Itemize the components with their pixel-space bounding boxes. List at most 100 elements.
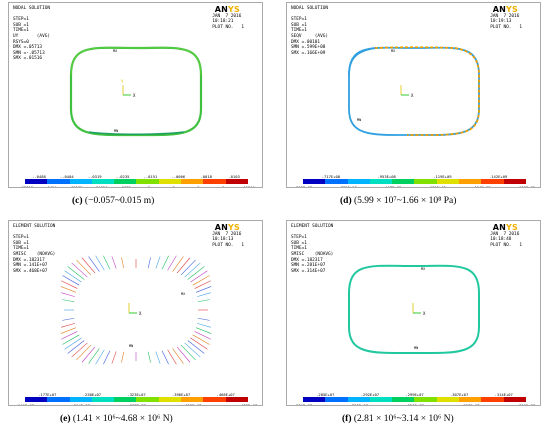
- contour-legend-bar: [25, 179, 248, 184]
- legend-tick-label: .177E+07: [38, 392, 57, 397]
- legend-swatch: [414, 179, 437, 184]
- force-vector-line: [121, 257, 125, 269]
- legend-tick-label: .166E+09: [516, 185, 536, 188]
- force-vector-line: [60, 327, 76, 334]
- tunnel-lining-shape: MX MN X: [348, 46, 480, 136]
- force-vector-line: [76, 344, 92, 361]
- svg-text:MX: MX: [391, 49, 396, 53]
- legend-swatch: [25, 397, 48, 402]
- legend-tick-label: -.0151: [143, 174, 158, 179]
- svg-text:MN: MN: [129, 344, 133, 348]
- legend-tick-label: .303E+07: [461, 403, 480, 406]
- force-vector-line: [192, 334, 210, 345]
- legend-tick-label: .285E+07: [316, 392, 335, 397]
- legend-tick-label: .432E+07: [238, 403, 258, 406]
- force-vector-line: [161, 255, 169, 270]
- legend-tick-label: .359E+07: [183, 403, 202, 406]
- force-vector-line: [88, 348, 100, 364]
- legend-swatch: [91, 179, 115, 184]
- force-vector-line: [76, 259, 92, 276]
- legend-tick-label: -.0081: [117, 185, 131, 188]
- solution-info-text: NODAL SOLUTION STEP=1 SUB =1 TIME=1 SEQV…: [291, 6, 329, 56]
- legend-swatch: [347, 397, 370, 402]
- legend-tick-label: .142E+09: [488, 174, 508, 179]
- legend-swatch: [158, 179, 182, 184]
- force-vector-line: [95, 255, 105, 271]
- legend-tick-label: .299E+07: [405, 392, 424, 397]
- legend-tick-label: .281E+07: [293, 403, 313, 406]
- axis-triad-icon: X: [128, 303, 142, 316]
- legend-swatch: [203, 179, 226, 184]
- legend-tick-label: -.0404: [59, 174, 74, 179]
- force-vector-line: [197, 317, 210, 321]
- force-vector-line: [61, 323, 75, 328]
- legend-tick-label: .953E+08: [377, 174, 396, 179]
- force-vector-line: [67, 340, 85, 354]
- plot-meta: JAN 7 2016 10:19:13 PLOT NO. 1: [490, 14, 522, 30]
- legend-swatch: [181, 179, 204, 184]
- svg-text:X: X: [133, 93, 136, 98]
- force-vector-line: [190, 337, 208, 350]
- force-vector-line: [103, 255, 111, 270]
- legend-swatch: [481, 179, 504, 184]
- svg-text:MX: MX: [181, 292, 186, 296]
- force-vector-line: [67, 266, 85, 280]
- force-vector-line: [197, 323, 211, 328]
- svg-text:Y: Y: [121, 79, 124, 84]
- force-vector-line: [192, 275, 210, 286]
- svg-text:MN: MN: [414, 346, 418, 350]
- force-vector-line: [194, 331, 211, 340]
- legend-tick-label: .311E+07: [516, 403, 536, 406]
- legend-tick-label: .131E+09: [427, 185, 446, 188]
- contour-legend-bar: [303, 179, 526, 184]
- legend-tick-label: -.0319: [87, 174, 102, 179]
- legend-tick-label: .314E+07: [494, 392, 513, 397]
- force-vector-line: [196, 327, 212, 334]
- force-vector-line: [167, 349, 177, 365]
- force-vector-line: [62, 299, 75, 303]
- legend-tick-label: .119E+09: [433, 174, 452, 179]
- legend-swatch: [69, 397, 92, 402]
- legend-tick-label: -.02565: [66, 185, 83, 188]
- legend-swatch: [369, 397, 393, 402]
- contour-legend-bar: [25, 397, 248, 402]
- legend-tick-label: .0103: [228, 174, 240, 179]
- ansys-logo: ANYS: [214, 5, 240, 14]
- tunnel-lining-shape: MX MN X Y: [69, 46, 203, 137]
- force-vector-line: [103, 350, 111, 365]
- legend-tick-label: .0018: [200, 174, 212, 179]
- force-vector-line: [167, 255, 177, 271]
- force-vector-line: [155, 351, 161, 364]
- force-vector-line: [121, 351, 125, 363]
- force-vector-line: [81, 257, 96, 274]
- force-vector-line: [194, 280, 211, 289]
- svg-text:MX: MX: [113, 49, 118, 53]
- solution-info-text: ELEMENT SOLUTION STEP=1 SUB =1 TIME=1 SM…: [13, 224, 56, 274]
- ansys-logo: ANYS: [492, 223, 518, 232]
- legend-tick-label: 0: [172, 185, 175, 188]
- legend-swatch: [436, 179, 460, 184]
- legend-tick-label: -.0235: [115, 174, 130, 179]
- legend-tick-label: .292E+07: [360, 392, 380, 397]
- svg-text:X: X: [411, 93, 414, 98]
- legend-tick-label: -.0066: [171, 174, 186, 179]
- svg-text:MX: MX: [421, 267, 426, 271]
- legend-tick-label: .107E+09: [383, 185, 402, 188]
- force-vector-line: [172, 348, 184, 364]
- legend-swatch: [203, 397, 226, 402]
- legend-swatch: [325, 179, 348, 184]
- plot-meta: JAN 7 2016 10:18:48 PLOT NO. 1: [490, 232, 522, 248]
- element-plot-axial-force: ELEMENT SOLUTION STEP=1 SUB =1 TIME=1 SM…: [8, 220, 263, 406]
- legend-swatch: [481, 397, 504, 402]
- legend-swatch: [136, 397, 159, 402]
- legend-tick-label: 0: [197, 185, 200, 188]
- legend-swatch: [414, 397, 437, 402]
- legend-swatch: [459, 179, 482, 184]
- legend-swatch: [136, 179, 159, 184]
- legend-tick-label: .154E+09: [472, 185, 491, 188]
- legend-swatch: [47, 179, 70, 184]
- legend-tick-label: .287E+07: [127, 403, 146, 406]
- legend-swatch: [47, 397, 70, 402]
- plot-meta: JAN 7 2016 10:18:21 PLOT NO. 1: [212, 14, 244, 30]
- svg-text:X: X: [139, 311, 142, 316]
